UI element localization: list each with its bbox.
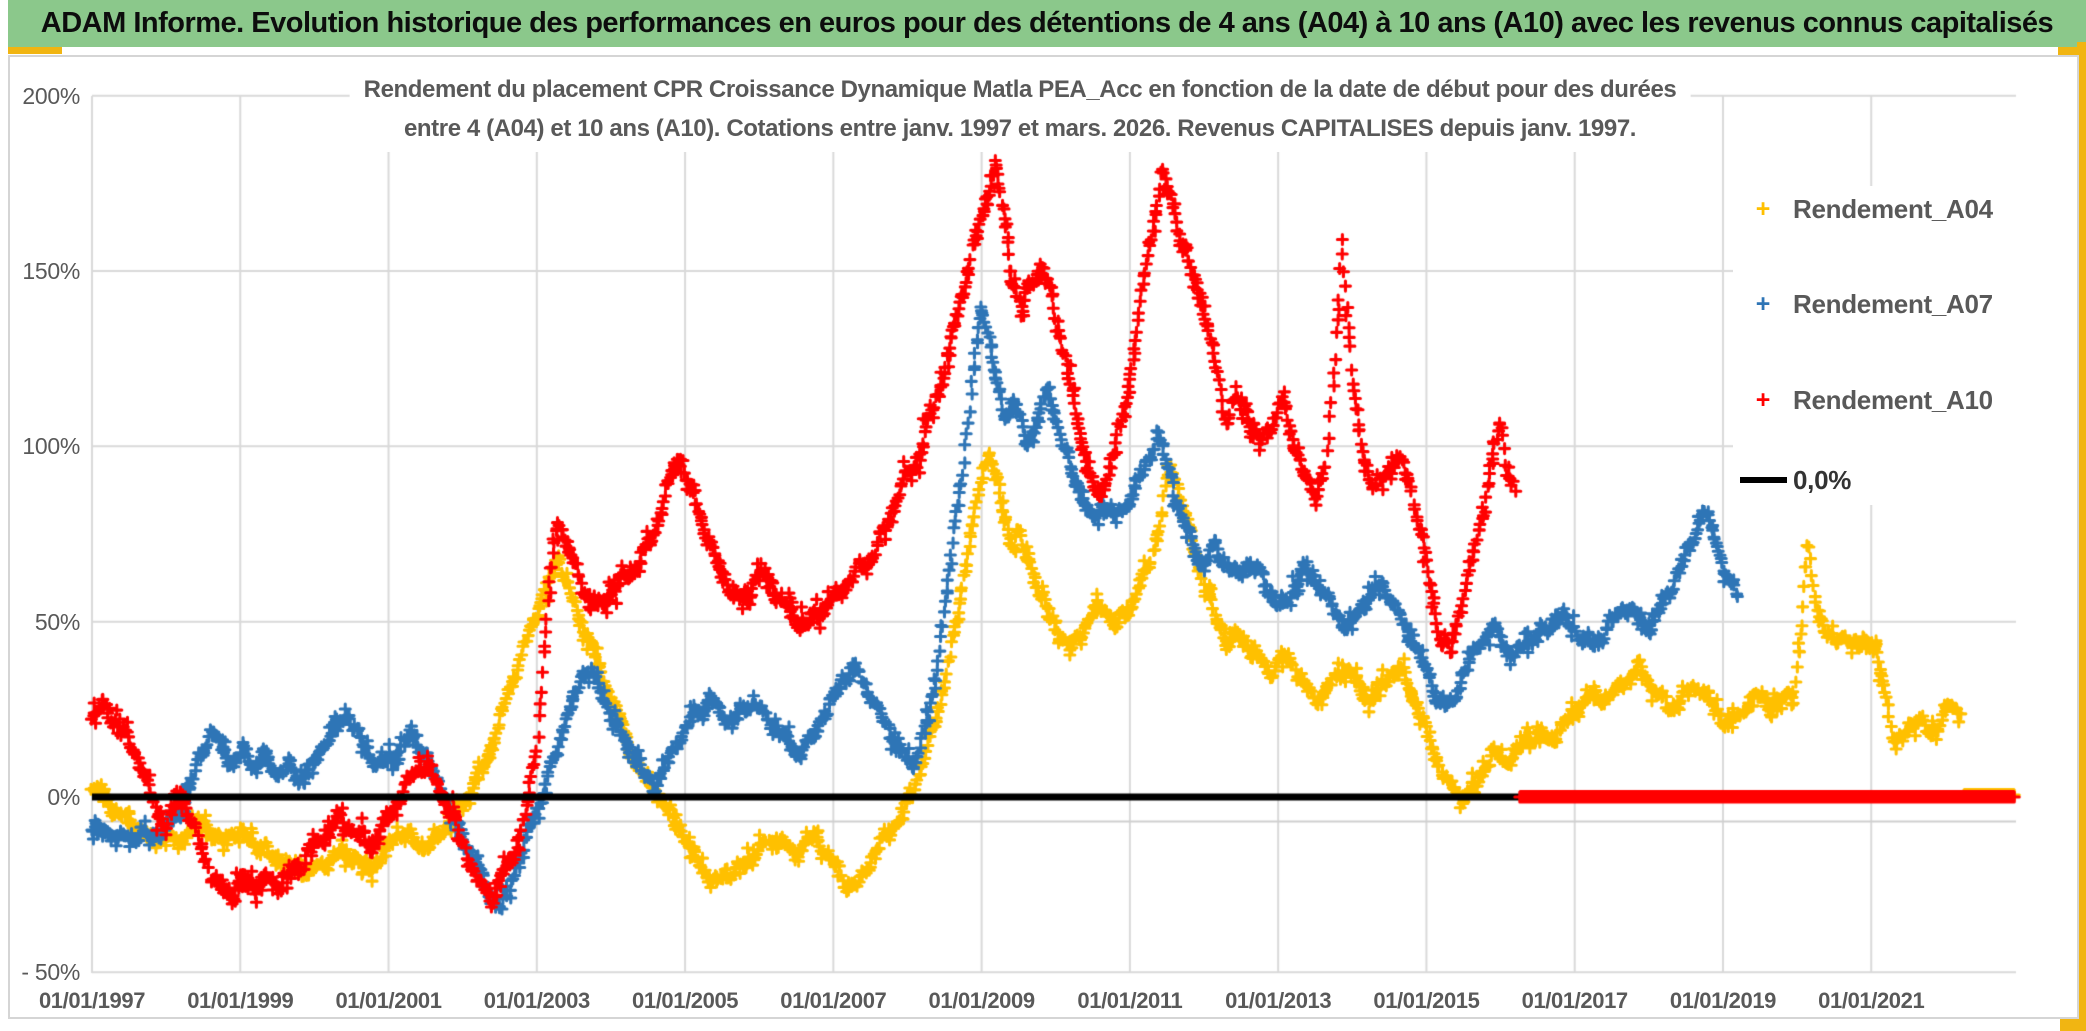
chart-title-line2: entre 4 (A04) et 10 ans (A10). Cotations… [403,115,1637,142]
legend-label: 0,0% [1793,464,1852,495]
legend-item-rendement-a07[interactable]: + Rendement_A07 [1733,287,2051,321]
x-axis-label-2017: 01/01/2017 [1521,988,1629,1013]
x-axis-label-2021: 01/01/2021 [1818,988,1925,1013]
y-axis-label-0: 0% [47,784,80,810]
plus-marker-icon: + [1755,386,1771,414]
chart-title: Rendement du placement CPR Croissance Dy… [349,58,1691,152]
y-axis-label-150: 150% [22,257,80,284]
legend-label: Rendement_A07 [1793,288,1993,319]
x-axis-label-2019: 01/01/2019 [1669,988,1777,1013]
plus-marker-icon: + [1755,290,1771,318]
x-axis-label-2001: 01/01/2001 [335,988,442,1013]
chart-title-line1: Rendement du placement CPR Croissance Dy… [363,76,1677,103]
legend-label: Rendement_A10 [1793,384,1993,415]
x-axis-label-2015: 01/01/2015 [1373,988,1480,1013]
x-axis-label-1999: 01/01/1999 [187,988,294,1013]
legend-item-0-0-[interactable]: 0,0% [1733,463,2051,497]
y-axis-label-200: 200% [22,82,80,109]
y-axis-label-100: 100% [22,433,80,460]
legend-label: Rendement_A04 [1793,193,1993,224]
x-axis-label-2007: 01/01/2007 [780,988,887,1013]
line-marker-icon [1740,477,1787,483]
x-axis-label-2003: 01/01/2003 [483,988,591,1013]
x-axis-label-2013: 01/01/2013 [1225,988,1332,1013]
legend-item-rendement-a10[interactable]: + Rendement_A10 [1733,383,2051,417]
chart-legend: + Rendement_A04 + Rendement_A07 + Rendement_A… [1733,186,2051,505]
x-axis-label-1997: 01/01/1997 [38,988,146,1013]
legend-item-rendement-a04[interactable]: + Rendement_A04 [1733,192,2051,226]
x-axis-label-2011: 01/01/2011 [1077,988,1183,1013]
plus-marker-icon: + [1755,195,1771,223]
y-axis-label--50: - 50% [21,959,80,986]
x-axis-label-2009: 01/01/2009 [928,988,1036,1013]
y-axis-label-50: 50% [34,608,80,635]
x-axis-label-2005: 01/01/2005 [632,988,739,1013]
